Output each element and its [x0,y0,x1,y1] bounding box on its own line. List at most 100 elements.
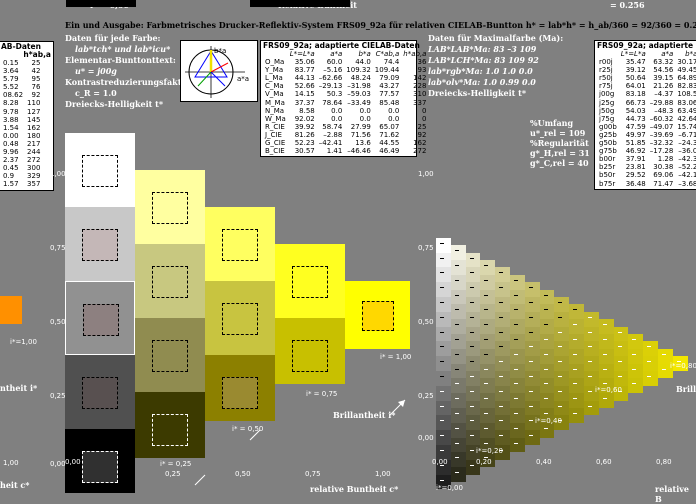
left-table-cell: 357 [27,180,41,189]
left-line7: Dreiecks-Helligkeit t* [65,99,163,109]
triangle-patch [584,326,599,342]
patch-marker [632,383,637,386]
right-table-cell: g00b [599,122,617,131]
patch-marker [543,368,548,372]
left-table-cell: 0.9 [3,172,15,181]
right-table-cell: g75b [599,147,617,156]
center-table-cell: 25 [417,122,427,131]
center-table-cell: M_Ma [265,98,285,107]
patch-c25-2 [135,244,205,318]
triangle-patch [628,378,644,394]
right-table-cell: –17.28 [649,147,674,156]
triangle-patch [436,356,451,371]
patch-marker [573,324,578,327]
right-table-cell: r25j [599,66,613,75]
triangle-patch [480,260,496,275]
patch-marker [588,405,592,409]
triangle-patch [524,341,540,357]
label-i020: i*=0,20 [476,447,503,455]
patch-marker [484,279,489,283]
triangle-patch [539,393,555,408]
center-table-cell: 81.26 [294,130,315,139]
center-table-cell: –59.03 [347,90,371,99]
center-table-cell: 142 [413,74,427,83]
center-table-cell: 93 [417,66,427,75]
patch-marker [647,376,652,379]
left-table-cell: 127 [27,107,41,116]
right-table-row: r00j 35.47 63.32 30.17 [597,58,696,66]
center-table-head: FRS09_92a; adaptierte CIELAB-Daten [263,41,420,50]
patch-dark-grey [65,355,135,429]
center-table-cell: 52.23 [294,139,315,148]
triangle-patch [495,326,510,342]
patch-marker [573,339,578,342]
left-line1: Daten für jede Farbe: [65,33,161,43]
center-table-row: N_Ma 8.58 0.0 0.0 0.0 0 [263,107,428,115]
right-table-cell: j25g [599,98,615,107]
left-line3: Elementar-Bunttonttext: [65,55,176,65]
label-brill-left: ntheit i* [0,383,38,393]
triangle-patch [524,400,540,416]
patch-c25-4 [135,392,205,458]
patch-c50-1 [205,207,275,281]
right-axis-tick: 0,50 [418,318,434,326]
center-table-cell: 0.0 [331,114,343,123]
triangle-patch [495,400,510,416]
right-table-cell: j75g [599,114,615,123]
right-line1: Daten für Maximalfarbe (Ma): [428,33,564,43]
bottom-axis-tick: 0,50 [235,470,251,478]
label-i080: i*=0,80 [670,362,696,370]
center-table-cell: –33.49 [347,98,371,107]
center-table-cell: 52.66 [294,82,315,91]
triangle-patch [510,422,525,438]
patch-marker [484,457,489,460]
patch-marker [543,383,548,386]
triangle-patch [480,452,496,468]
left-axis-tick: 0,25 [50,392,66,400]
patch-marker [602,368,607,372]
center-table-cell: 109.44 [374,66,400,75]
right-table-cell: –60.32 [649,114,674,123]
label-rel-bunt-right: relative B [655,484,689,504]
patch-marker [588,390,592,394]
triangle-patch [450,289,466,305]
left-table-cell: 9.96 [3,148,19,157]
left-table-cell: 272 [27,156,41,165]
patch-marker [499,435,504,438]
patch-marker [469,376,474,379]
center-table-cell: 74.4 [383,58,400,67]
right-table-cell: 108.5 [677,90,696,99]
right-table-row: g25b 49.97 –39.69 –6.71 [597,131,696,139]
right-table-cell: 30.17 [677,58,696,67]
center-table-cell: 92.02 [294,114,315,123]
patch-c75-2 [275,318,345,384]
label-i050: i* = 0,50 [232,425,264,433]
bottom-axis-tick: 0,25 [165,470,181,478]
right-table-cell: –6.71 [678,130,696,139]
triangle-patch [450,334,466,349]
triangle-patch [495,311,510,327]
patch-marker [484,383,489,386]
patch-marker [588,346,592,349]
right-line6: Dreiecks-Helligkeit t* [428,88,526,98]
triangle-patch [450,348,466,364]
patch-marker [499,420,504,423]
patch-marker [454,383,459,386]
patch-marker [662,353,666,357]
patch-marker [617,346,622,349]
label-brill-right: Brill [676,384,696,394]
left-table-row: 08.62 92 [1,91,42,99]
patch-marker [469,257,474,261]
triangle-patch [465,311,481,327]
patch-marker [499,450,504,453]
triangle-patch [450,378,466,394]
center-table-cell: 36 [417,58,427,67]
right-table-cell: 37.91 [625,155,646,164]
patch-marker [558,376,563,379]
bottom-right-axis-tick: 0,20 [476,458,492,466]
center-table-cell: 71.56 [350,130,371,139]
right-table-cell: 71.47 [653,179,674,188]
center-table-cell: Y_Ma [265,66,284,75]
right-table-cell: b75r [599,179,616,188]
umfang-value: u*_rel = 109 [530,128,586,138]
